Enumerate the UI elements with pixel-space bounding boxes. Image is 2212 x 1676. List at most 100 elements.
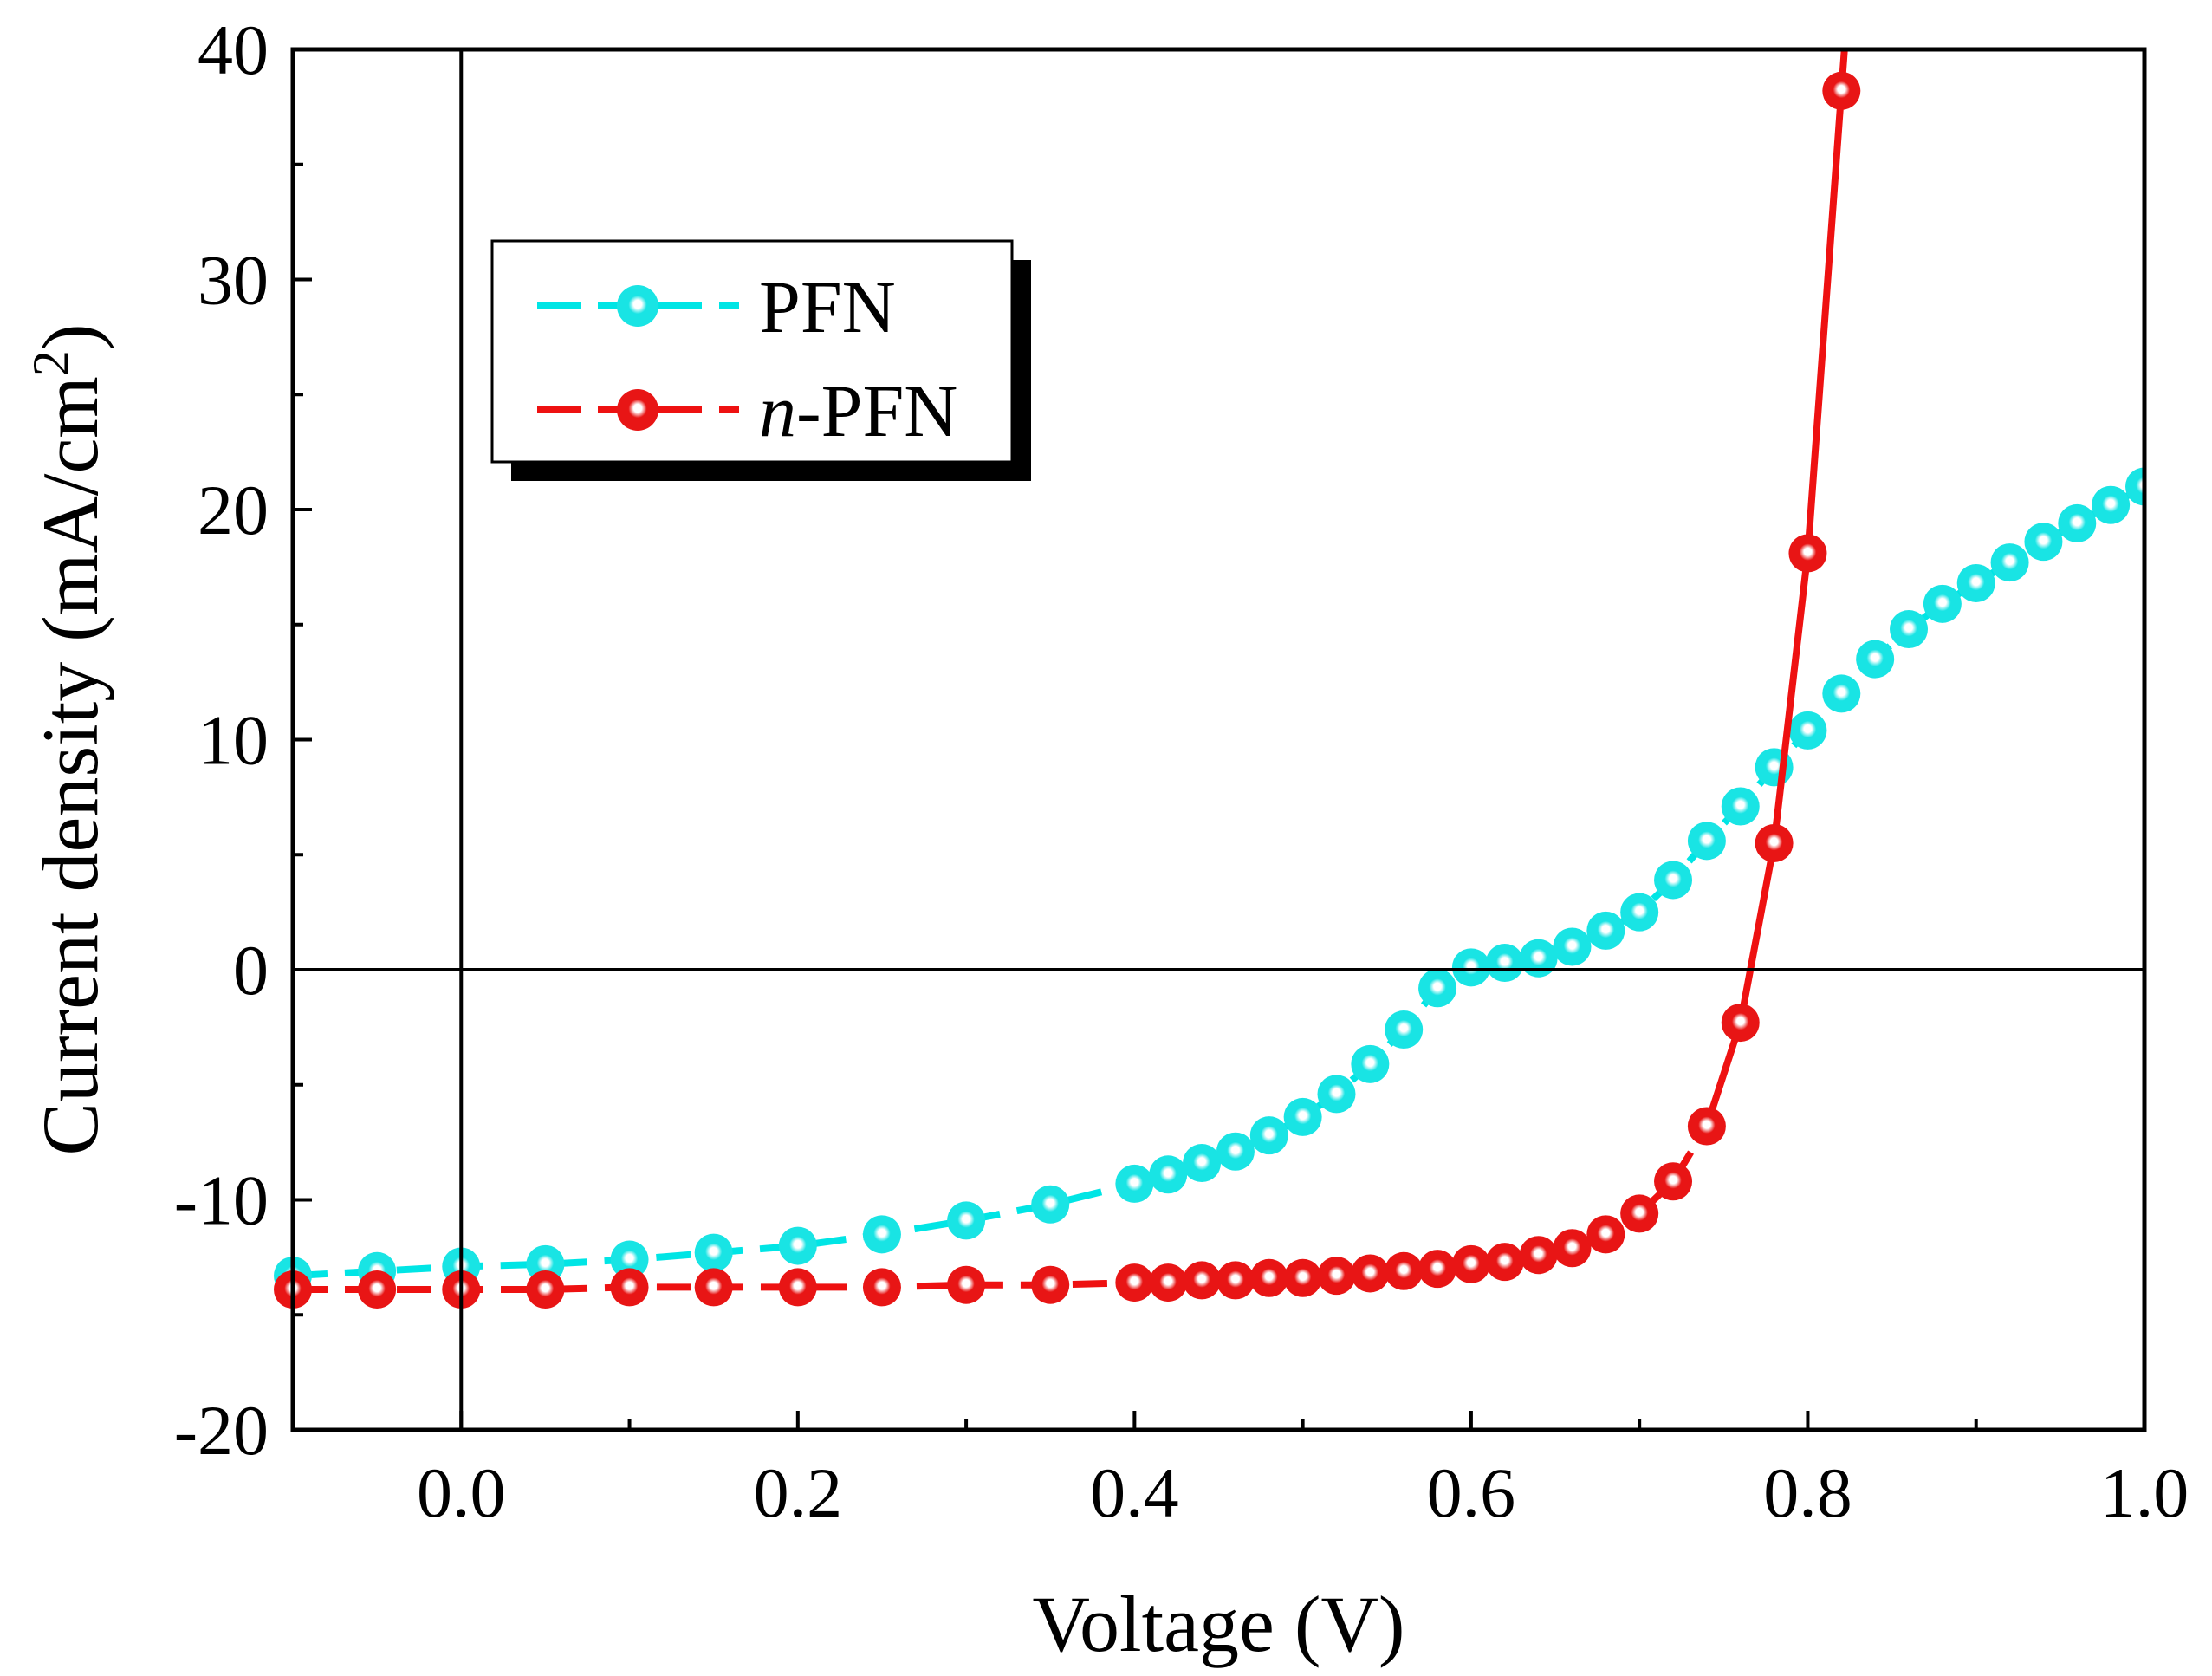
x-tick-label: 0.6 — [1427, 1453, 1516, 1532]
series-group — [274, 49, 2144, 1309]
data-point-PFN — [2024, 523, 2063, 562]
y-tick-label: 0 — [233, 931, 269, 1010]
y-tick-label: 40 — [198, 10, 269, 89]
data-point-n-PFN — [1721, 1004, 1760, 1043]
data-point-PFN — [1890, 610, 1929, 649]
data-point-n-PFN — [1687, 1107, 1726, 1146]
data-point-PFN — [1519, 939, 1558, 978]
data-point-n-PFN — [1654, 1162, 1693, 1201]
data-point-PFN — [1553, 927, 1592, 966]
legend-label-italic: n — [759, 369, 796, 452]
data-point-n-PFN — [694, 1268, 733, 1307]
data-point-n-PFN — [1216, 1261, 1255, 1300]
legend-entry-PFN: PFN — [537, 265, 896, 348]
data-point-n-PFN — [1249, 1258, 1288, 1297]
y-axis-title-superscript: 2 — [23, 350, 80, 376]
data-point-n-PFN — [1351, 1254, 1390, 1293]
y-axis-title-close: ) — [26, 323, 114, 350]
data-point-PFN — [1149, 1155, 1188, 1194]
data-point-n-PFN — [1822, 71, 1861, 110]
x-tick-label: 1.0 — [2100, 1453, 2189, 1532]
data-point-n-PFN — [1283, 1258, 1322, 1297]
data-point-PFN — [1216, 1132, 1255, 1171]
legend-box — [490, 239, 1014, 464]
y-tick-label: -10 — [174, 1161, 269, 1240]
axes-layer: 0.0 0.2 0.4 0.6 0.8 1.0 -20 -10 0 10 20 30 40 — [174, 10, 2189, 1532]
y-tick-label: 20 — [198, 471, 269, 549]
data-point-PFN — [1418, 969, 1457, 1008]
data-point-n-PFN — [1385, 1251, 1424, 1290]
legend-label-text: PFN — [759, 265, 896, 348]
data-point-n-PFN — [1115, 1263, 1154, 1302]
data-point-n-PFN — [358, 1270, 397, 1309]
data-point-PFN — [1654, 861, 1693, 900]
data-point-PFN — [1317, 1075, 1356, 1114]
legend-label: PFN — [759, 265, 896, 348]
legend: PFN n-PFN — [490, 239, 1031, 481]
data-point-n-PFN — [947, 1265, 986, 1304]
data-point-PFN — [778, 1226, 817, 1265]
y-tick-label: -20 — [174, 1391, 269, 1470]
data-point-n-PFN — [1519, 1236, 1558, 1275]
x-tick-label: 0.2 — [754, 1453, 843, 1532]
data-point-PFN — [947, 1201, 986, 1240]
data-point-PFN — [1822, 674, 1861, 713]
x-tick-label: 0.4 — [1090, 1453, 1179, 1532]
data-point-n-PFN — [778, 1268, 817, 1307]
data-point-PFN — [1721, 787, 1760, 826]
data-point-PFN — [1620, 893, 1659, 932]
data-point-n-PFN — [610, 1268, 649, 1307]
data-point-PFN — [610, 1240, 649, 1279]
data-point-PFN — [1183, 1144, 1222, 1183]
data-point-n-PFN — [1418, 1250, 1457, 1289]
legend-marker — [617, 285, 658, 327]
data-point-PFN — [1856, 640, 1895, 679]
data-point-n-PFN — [526, 1270, 565, 1309]
legend-marker — [617, 389, 658, 431]
y-axis-title: Current density (mA/cm2) — [23, 323, 114, 1155]
data-point-n-PFN — [1317, 1257, 1356, 1296]
data-point-PFN — [1031, 1185, 1070, 1224]
data-point-n-PFN — [1451, 1244, 1490, 1283]
legend-label-text: -PFN — [796, 369, 957, 452]
data-point-n-PFN — [1788, 534, 1827, 573]
data-point-PFN — [1923, 584, 1962, 623]
data-point-PFN — [1115, 1164, 1154, 1203]
data-point-PFN — [1249, 1116, 1288, 1155]
data-point-PFN — [1586, 911, 1625, 950]
data-point-n-PFN — [1031, 1265, 1070, 1304]
y-tick-label: 30 — [198, 241, 269, 320]
data-point-PFN — [1351, 1044, 1390, 1083]
data-point-n-PFN — [1620, 1194, 1659, 1233]
data-point-PFN — [1385, 1010, 1424, 1049]
legend-entry-n-PFN: n-PFN — [537, 369, 957, 452]
data-point-PFN — [862, 1215, 901, 1254]
data-point-PFN — [1451, 948, 1490, 987]
data-point-PFN — [1990, 543, 2029, 582]
data-point-PFN — [2058, 503, 2097, 542]
data-point-n-PFN — [1149, 1263, 1188, 1302]
series-line-solid-n-PFN — [1703, 49, 1848, 1127]
data-point-n-PFN — [1586, 1215, 1625, 1254]
data-point-PFN — [2125, 467, 2144, 506]
data-point-n-PFN — [1183, 1261, 1222, 1300]
data-point-PFN — [1956, 563, 1995, 602]
data-point-PFN — [694, 1233, 733, 1272]
x-axis-title: Voltage (V) — [1032, 1580, 1404, 1668]
data-point-n-PFN — [1485, 1243, 1524, 1282]
x-tick-label: 0.8 — [1763, 1453, 1852, 1532]
y-tick-label: 10 — [198, 701, 269, 780]
x-tick-label: 0.0 — [417, 1453, 506, 1532]
data-point-PFN — [1687, 822, 1726, 861]
legend-label: n-PFN — [759, 369, 957, 452]
y-axis-title-main: Current density (mA/cm — [26, 376, 114, 1155]
data-point-n-PFN — [1553, 1229, 1592, 1268]
data-point-n-PFN — [862, 1268, 901, 1307]
data-point-PFN — [2092, 485, 2131, 524]
plot-layer — [274, 49, 2144, 1309]
data-point-PFN — [1283, 1097, 1322, 1136]
data-point-PFN — [1485, 944, 1524, 983]
data-point-PFN — [1788, 711, 1827, 750]
data-point-n-PFN — [1755, 823, 1794, 862]
